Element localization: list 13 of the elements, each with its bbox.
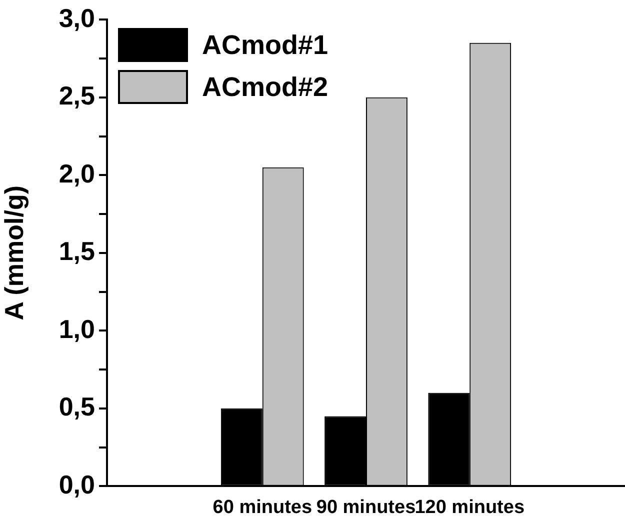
legend-label: ACmod#2 <box>202 72 328 102</box>
y-tick-label: 0,0 <box>58 469 95 500</box>
legend-label: ACmod#1 <box>202 30 328 60</box>
y-tick-label: 1,5 <box>58 236 95 266</box>
y-tick-label: 3,0 <box>58 2 95 33</box>
y-tick-label: 1,0 <box>58 314 95 344</box>
y-tick-label: 2,0 <box>58 158 95 188</box>
y-axis-title: A (mmol/g) <box>0 185 29 320</box>
x-tick-label: 120 minutes <box>414 496 525 518</box>
x-tick-label: 60 minutes <box>212 496 312 518</box>
y-tick-label: 2,5 <box>58 80 95 111</box>
x-tick-label: 90 minutes <box>316 496 416 518</box>
y-tick-label: 0,5 <box>58 392 95 422</box>
